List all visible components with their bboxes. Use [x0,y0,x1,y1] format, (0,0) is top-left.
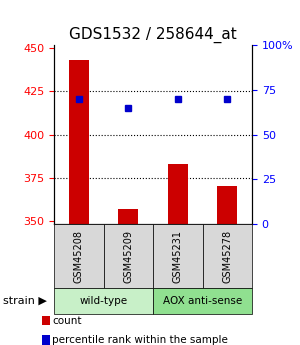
Text: GSM45278: GSM45278 [222,230,232,283]
Bar [218,186,237,345]
Title: GDS1532 / 258644_at: GDS1532 / 258644_at [69,27,237,43]
Text: count: count [52,316,82,325]
Text: GSM45209: GSM45209 [123,230,133,283]
Text: GSM45231: GSM45231 [173,230,183,283]
Text: percentile rank within the sample: percentile rank within the sample [52,335,228,345]
Text: GSM45208: GSM45208 [74,230,84,283]
Text: wild-type: wild-type [80,296,128,306]
Text: strain ▶: strain ▶ [3,296,47,306]
Bar [168,164,188,345]
Bar [69,60,89,345]
Bar [118,209,138,345]
Text: AOX anti-sense: AOX anti-sense [163,296,242,306]
